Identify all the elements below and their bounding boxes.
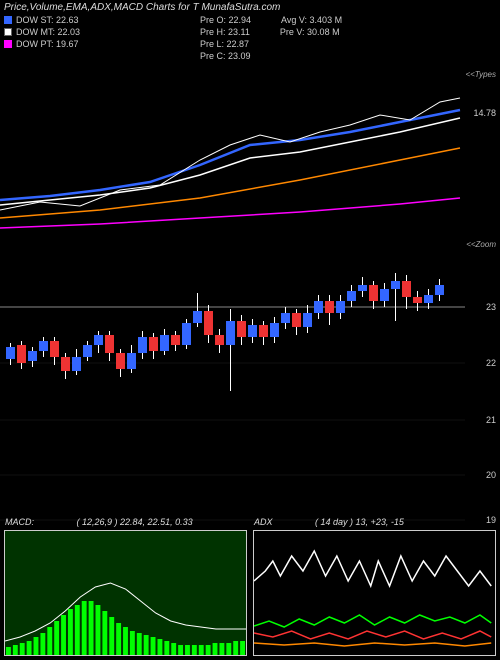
svg-text:19: 19 [486,515,496,525]
pre-low: Pre L: 22.87 [200,38,342,50]
legend-pt: DOW PT: 19.67 [4,38,80,50]
legend-mt-label: DOW MT: 22.03 [16,26,80,38]
legend-st: DOW ST: 22.63 [4,14,80,26]
macd-panel: MACD: ( 12,26,9 ) 22.84, 22.51, 0.33 [4,530,247,656]
adx-panel: ADX ( 14 day ) 13, +23, -15 [253,530,496,656]
legend: DOW ST: 22.63 DOW MT: 22.03 DOW PT: 19.6… [4,14,80,50]
svg-text:21: 21 [486,415,496,425]
avg-volume: Avg V: 3.403 M [281,14,342,26]
svg-text:23: 23 [486,302,496,312]
swatch-st [4,16,12,24]
pre-volume: Pre V: 30.08 M [280,26,340,38]
adx-params: ( 14 day ) 13, +23, -15 [315,517,404,527]
legend-mt: DOW MT: 22.03 [4,26,80,38]
pre-open: Pre O: 22.94 [200,14,251,26]
pre-high: Pre H: 23.11 [200,26,250,38]
ema-chart: 14.78 [0,60,500,230]
upper-y-label: 14.78 [473,108,496,118]
macd-params: ( 12,26,9 ) 22.84, 22.51, 0.33 [77,517,193,527]
legend-st-label: DOW ST: 22.63 [16,14,79,26]
stats-block: Pre O: 22.94 Avg V: 3.403 M Pre H: 23.11… [200,14,342,62]
swatch-mt [4,28,12,36]
chart-title: Price,Volume,EMA,ADX,MACD Charts for T M… [4,2,280,13]
adx-label: ADX [254,517,273,527]
svg-text:20: 20 [486,470,496,480]
swatch-pt [4,40,12,48]
macd-label: MACD: [5,517,34,527]
svg-text:22: 22 [486,358,496,368]
candlestick-chart: 23 22 21 20 19 [0,245,500,525]
legend-pt-label: DOW PT: 19.67 [16,38,79,50]
